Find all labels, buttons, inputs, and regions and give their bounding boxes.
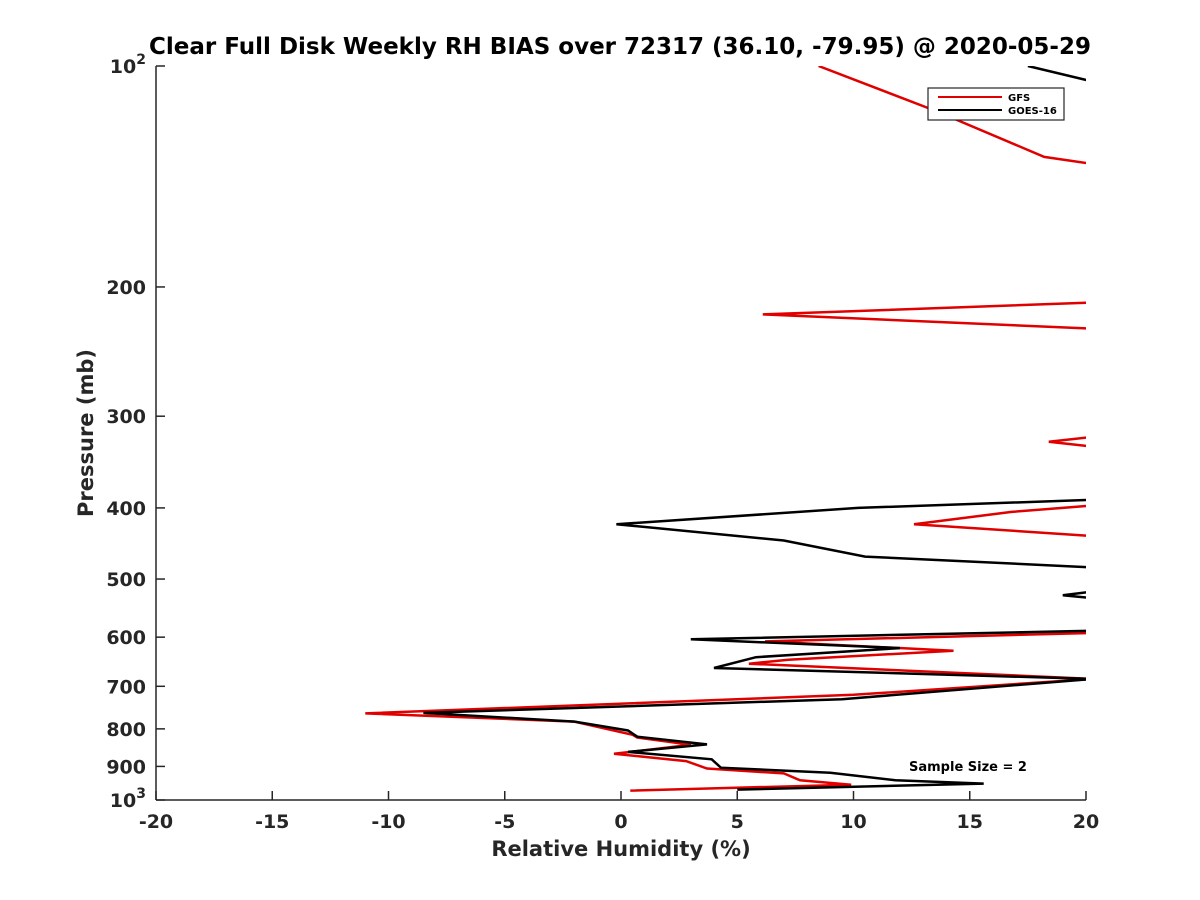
y-tick-label: 400 [106, 498, 146, 520]
legend: GFS GOES-16 [927, 87, 1065, 121]
sample-size-annotation: Sample Size = 2 [909, 760, 1027, 775]
series-line-goes-16-segment-4 [423, 629, 1086, 791]
x-tick-label: 15 [957, 811, 983, 833]
series-line-goes-16-segment-3 [1062, 591, 1086, 599]
y-tick-label: 200 [106, 277, 146, 299]
series-line-gfs-segment-4 [913, 504, 1086, 537]
tick-labels: -20 -15 -10 -5 0 5 10 15 20 102 200 300 400 500 600 700… [106, 52, 1099, 833]
series-line-gfs-segment-2 [762, 301, 1086, 330]
y-tick-label: 102 [110, 52, 146, 78]
y-tick-label: 103 [110, 786, 146, 812]
x-tick-label: -20 [139, 811, 173, 833]
y-tick-label: 500 [106, 569, 146, 591]
y-axis-label: Pressure (mb) [74, 349, 98, 517]
x-tick-label: -10 [371, 811, 405, 833]
legend-label-goes-16: GOES-16 [1008, 106, 1057, 117]
x-tick-label: 20 [1073, 811, 1099, 833]
legend-label-gfs: GFS [1008, 93, 1030, 104]
legend-box [927, 87, 1065, 121]
y-tick-label: 300 [106, 406, 146, 428]
y-tick-label: 700 [106, 676, 146, 698]
y-tick-label: 800 [106, 719, 146, 741]
x-tick-label: -5 [494, 811, 515, 833]
x-axis-label: Relative Humidity (%) [491, 837, 750, 861]
y-tick-label: 900 [106, 756, 146, 778]
series-line-gfs-segment-3 [1048, 436, 1086, 448]
series-line-goes-16-segment-2 [616, 498, 1086, 569]
x-tick-label: -15 [255, 811, 289, 833]
series-line-goes-16-segment-1 [1027, 66, 1086, 82]
series-line-gfs-segment-1 [818, 66, 1086, 165]
plot-area [365, 66, 1086, 792]
x-tick-label: 10 [840, 811, 866, 833]
axes [155, 65, 1087, 801]
y-tick-label: 600 [106, 627, 146, 649]
x-tick-label: 0 [614, 811, 627, 833]
chart-title: Clear Full Disk Weekly RH BIAS over 7231… [149, 34, 1091, 60]
x-tick-label: 5 [731, 811, 744, 833]
